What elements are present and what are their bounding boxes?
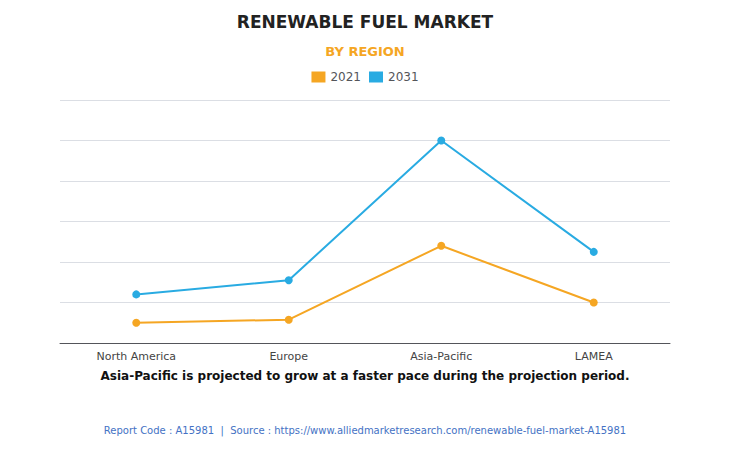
svg-text:2021: 2021 bbox=[330, 70, 361, 84]
svg-text:LAMEA: LAMEA bbox=[575, 350, 613, 363]
svg-text:Asia-Pacific: Asia-Pacific bbox=[410, 350, 472, 363]
svg-text:North America: North America bbox=[96, 350, 176, 363]
svg-text:Asia-Pacific is projected to g: Asia-Pacific is projected to grow at a f… bbox=[101, 369, 630, 383]
svg-text:BY REGION: BY REGION bbox=[325, 44, 404, 59]
svg-text:Europe: Europe bbox=[269, 350, 308, 363]
svg-text:2031: 2031 bbox=[388, 70, 419, 84]
svg-text:RENEWABLE FUEL MARKET: RENEWABLE FUEL MARKET bbox=[237, 12, 494, 32]
svg-text:Report Code : A15981 | Sourc: Report Code : A15981 | Source : https://… bbox=[104, 425, 626, 437]
